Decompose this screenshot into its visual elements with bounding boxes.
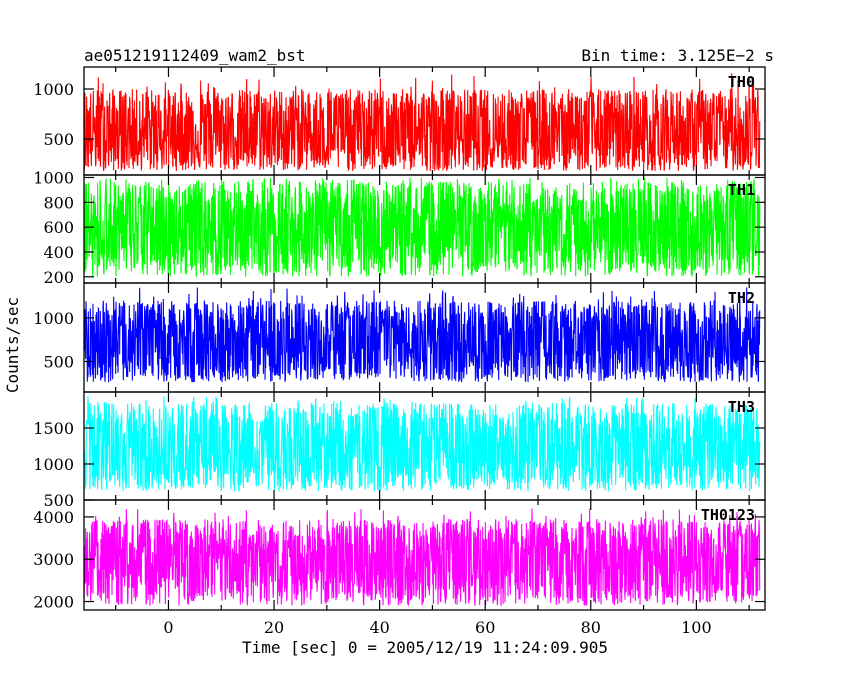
y-tick-label: 800: [43, 193, 74, 212]
y-tick-label: 3000: [33, 550, 74, 569]
series-th0123: [84, 508, 761, 606]
y-tick-label: 4000: [33, 508, 74, 527]
y-tick-label: 600: [43, 218, 74, 237]
y-tick-label: 500: [43, 130, 74, 149]
y-tick-label: 1000: [33, 309, 74, 328]
panel-th0: 500 1000 TH0: [33, 66, 766, 176]
panel-th3: 500 1000 1500 TH3: [33, 391, 766, 510]
y-tick-label: 1000: [33, 168, 74, 187]
y-tick-label: 500: [43, 352, 74, 371]
y-tick-label: 500: [43, 491, 74, 510]
chart-title-right: Bin time: 3.125E−2 s: [581, 46, 774, 65]
x-tick-label: 80: [581, 618, 601, 637]
y-tick-label: 400: [43, 243, 74, 262]
panel-label: TH3: [728, 398, 755, 416]
x-tick-label: 0: [163, 618, 173, 637]
x-tick-label: 60: [475, 618, 495, 637]
chart-title-left: ae051219112409_wam2_bst: [84, 46, 306, 65]
x-tick-label: 100: [681, 618, 712, 637]
y-tick-label: 1000: [33, 80, 74, 99]
panel-th0123: 2000 3000 4000 TH0123: [33, 499, 766, 612]
panel-label: TH2: [728, 289, 755, 307]
series-th3: [84, 395, 761, 492]
y-axis-label: Counts/sec: [3, 297, 22, 393]
x-tick-label: 40: [369, 618, 389, 637]
series-th2: [84, 287, 761, 383]
panel-label: TH0123: [701, 506, 755, 524]
series-th1: [84, 177, 761, 277]
x-tick-label: 20: [264, 618, 284, 637]
panel-label: TH0: [728, 73, 755, 91]
panel-th1: 200 400 600 800 1000 TH1: [33, 168, 766, 287]
y-tick-label: 1000: [33, 455, 74, 474]
y-tick-label: 1500: [33, 419, 74, 438]
y-tick-label: 2000: [33, 593, 74, 612]
panel-label: TH1: [728, 181, 755, 199]
panel-frame: [83, 499, 766, 611]
x-axis-label: Time [sec] 0 = 2005/12/19 11:24:09.905: [242, 638, 608, 657]
panel-th2: 500 1000 TH2: [33, 282, 766, 393]
y-tick-label: 200: [43, 268, 74, 287]
series-th0: [84, 73, 761, 172]
